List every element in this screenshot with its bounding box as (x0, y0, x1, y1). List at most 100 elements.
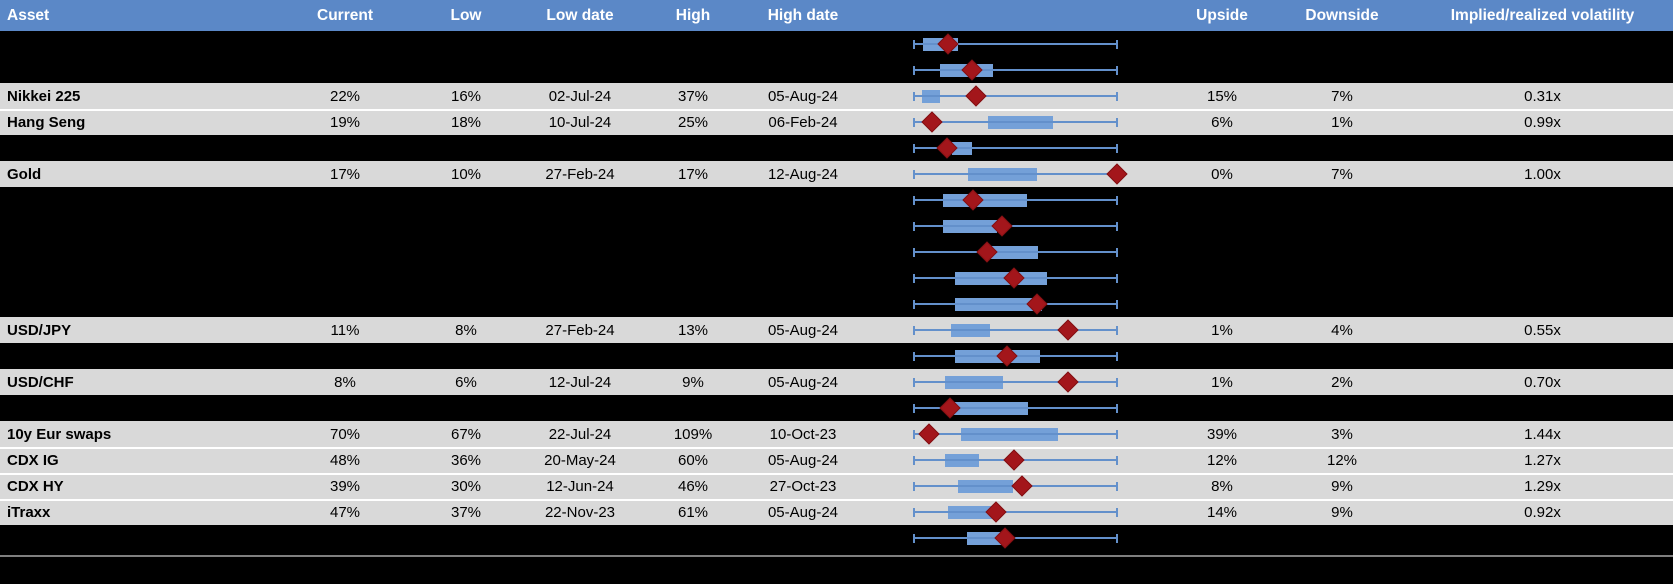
low-date-value: 20-May-24 (544, 451, 616, 469)
high-value: 60% (677, 451, 709, 469)
whisker-line (913, 303, 1118, 305)
plot-track (913, 447, 1118, 473)
range-plot (858, 161, 1172, 187)
whisker-cap-right (1116, 507, 1118, 517)
implied-realized-volatility-value (1412, 213, 1673, 239)
current-value (280, 395, 410, 421)
high-value (638, 239, 748, 265)
implied-realized-volatility-value (1412, 31, 1673, 57)
low-date-value (522, 239, 638, 265)
asset-name: USD/JPY (7, 321, 72, 339)
whisker-line (913, 407, 1118, 409)
low-value (410, 525, 522, 551)
range-plot (858, 213, 1172, 239)
range-plot (858, 109, 1172, 135)
high-value: 17% (677, 165, 709, 183)
low-date-value (522, 57, 638, 83)
current-value (280, 291, 410, 317)
implied-realized-volatility-value (1412, 57, 1673, 83)
low-value (410, 265, 522, 291)
table-row (0, 31, 1673, 57)
current-marker-diamond-icon (1057, 319, 1079, 341)
asset-name (0, 343, 280, 369)
table-row (0, 291, 1673, 317)
whisker-cap-left (913, 273, 915, 283)
plot-track (913, 135, 1118, 161)
implied-realized-volatility-value: 0.70x (1524, 373, 1561, 391)
asset-name (0, 135, 280, 161)
plot-track (913, 265, 1118, 291)
asset-name (0, 525, 280, 551)
downside-value: 1% (1331, 113, 1353, 131)
range-plot (858, 343, 1172, 369)
whisker-cap-left (913, 169, 915, 179)
low-date-value (522, 343, 638, 369)
implied-realized-volatility-value (1412, 265, 1673, 291)
upside-value: 0% (1211, 165, 1233, 183)
current-value (280, 239, 410, 265)
high-date-value: 27-Oct-23 (769, 477, 837, 495)
high-value: 61% (677, 503, 709, 521)
current-value: 17% (329, 165, 361, 183)
current-value: 11% (330, 321, 360, 339)
implied-realized-volatility-value: 1.27x (1524, 451, 1561, 469)
upside-value: 6% (1211, 113, 1233, 131)
whisker-cap-left (913, 221, 915, 231)
upside-value: 1% (1211, 373, 1233, 391)
range-plot (858, 421, 1172, 447)
whisker-line (913, 433, 1118, 435)
high-date-value (748, 31, 858, 57)
current-value (280, 343, 410, 369)
plot-track (913, 213, 1118, 239)
table-row: 10y Eur swaps 70% 67% 22-Jul-24 109% 10-… (0, 421, 1673, 447)
upside-value (1172, 57, 1272, 83)
whisker-cap-left (913, 247, 915, 257)
low-value (410, 187, 522, 213)
low-value: 36% (450, 451, 482, 469)
asset-name (0, 291, 280, 317)
downside-value (1272, 239, 1412, 265)
current-marker-diamond-icon (1003, 449, 1025, 471)
asset-name: Nikkei 225 (7, 87, 81, 105)
asset-name: USD/CHF (7, 373, 74, 391)
current-value (280, 265, 410, 291)
table-row (0, 135, 1673, 161)
low-value: 10% (450, 165, 482, 183)
low-value: 30% (450, 477, 482, 495)
low-date-value (522, 291, 638, 317)
implied-realized-volatility-value: 0.92x (1524, 503, 1561, 521)
range-plot (858, 135, 1172, 161)
plot-track (913, 57, 1118, 83)
low-date-value: 02-Jul-24 (548, 87, 612, 105)
upside-value (1172, 291, 1272, 317)
table-row (0, 395, 1673, 421)
table-row (0, 265, 1673, 291)
low-value (410, 57, 522, 83)
column-header-downside: Downside (1305, 6, 1379, 24)
downside-value (1272, 395, 1412, 421)
whisker-cap-right (1116, 143, 1118, 153)
current-value (280, 525, 410, 551)
table-row (0, 213, 1673, 239)
low-value: 8% (455, 321, 477, 339)
plot-track (913, 525, 1118, 551)
whisker-cap-left (913, 377, 915, 387)
plot-track (913, 239, 1118, 265)
upside-value: 14% (1206, 503, 1238, 521)
plot-track (913, 343, 1118, 369)
high-date-value (748, 239, 858, 265)
whisker-cap-right (1116, 325, 1118, 335)
high-value (638, 57, 748, 83)
table-header-row: Asset Current Low Low date High High dat… (0, 0, 1673, 31)
downside-value: 3% (1331, 425, 1353, 443)
whisker-cap-left (913, 39, 915, 49)
asset-name (0, 239, 280, 265)
plot-track (913, 31, 1118, 57)
high-value: 25% (677, 113, 709, 131)
plot-track (913, 291, 1118, 317)
whisker-line (913, 381, 1118, 383)
column-header-high-date: High date (767, 6, 839, 24)
whisker-cap-left (913, 299, 915, 309)
whisker-cap-left (913, 507, 915, 517)
